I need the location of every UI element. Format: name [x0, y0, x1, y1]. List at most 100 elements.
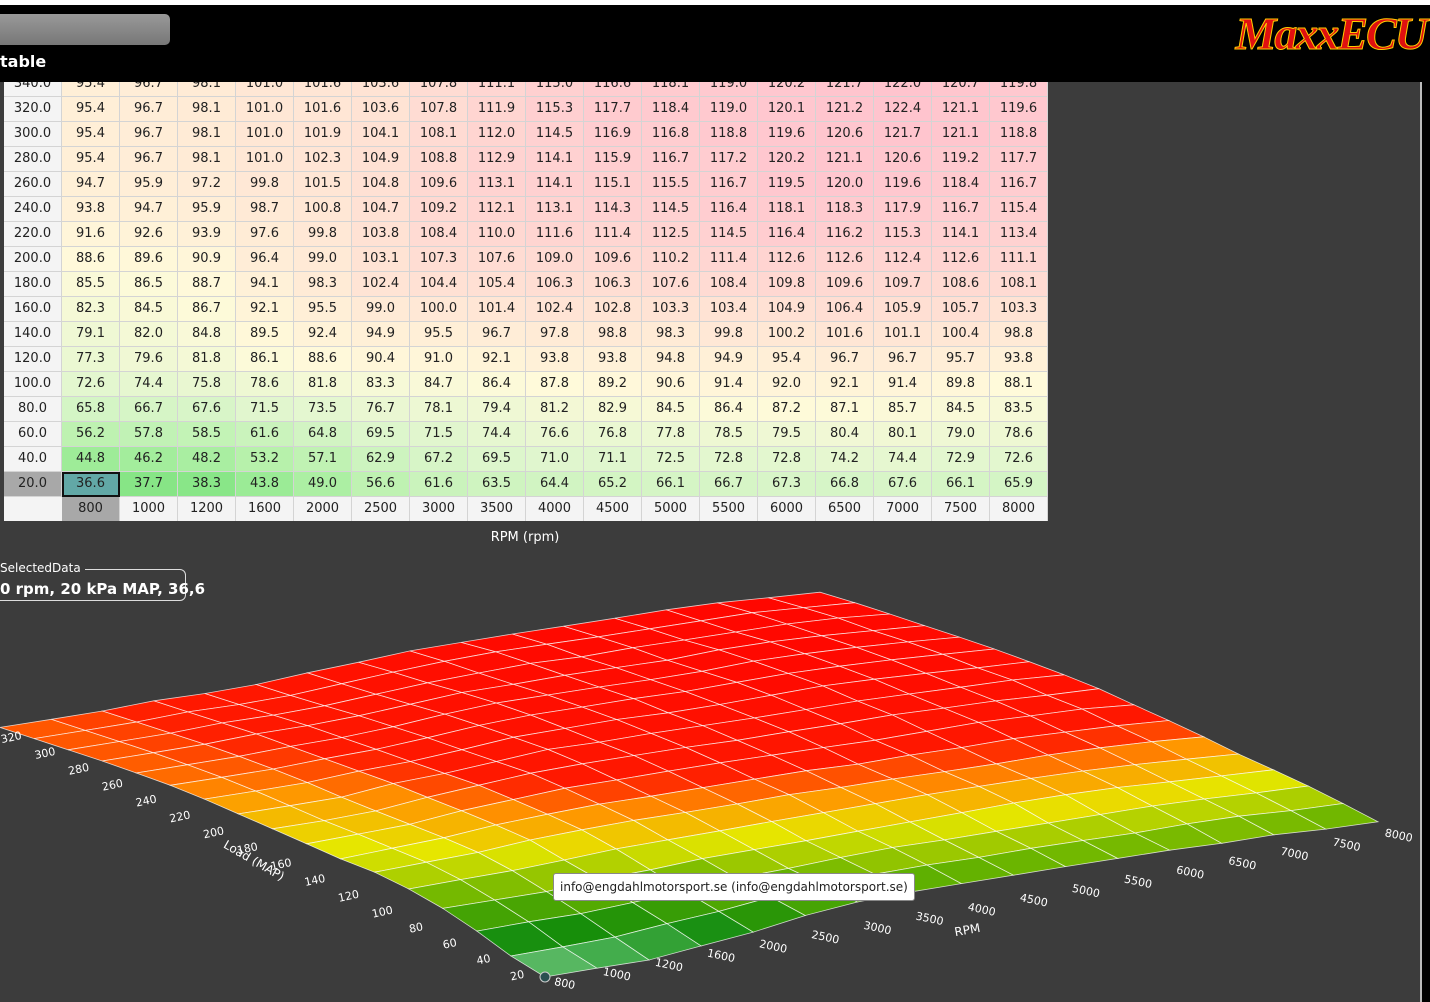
table-cell[interactable]: 78.6 [990, 421, 1048, 447]
table-cell[interactable]: 64.4 [526, 471, 584, 497]
table-cell[interactable]: 112.6 [816, 246, 874, 272]
table-cell[interactable]: 96.7 [120, 121, 178, 147]
table-cell[interactable]: 86.4 [468, 371, 526, 397]
table-cell[interactable]: 90.6 [642, 371, 700, 397]
table-cell[interactable]: 72.5 [642, 446, 700, 472]
table-cell[interactable]: 107.6 [642, 271, 700, 297]
table-cell[interactable]: 91.6 [62, 221, 120, 247]
table-cell[interactable]: 79.0 [932, 421, 990, 447]
table-cell[interactable]: 109.0 [526, 246, 584, 272]
table-cell[interactable]: 116.7 [990, 171, 1048, 197]
table-cell[interactable]: 96.7 [120, 82, 178, 97]
table-cell[interactable]: 72.6 [62, 371, 120, 397]
table-cell[interactable]: 103.4 [700, 296, 758, 322]
table-cell[interactable]: 99.0 [352, 296, 410, 322]
table-cell[interactable]: 121.2 [816, 96, 874, 122]
table-cell[interactable]: 116.7 [642, 146, 700, 172]
table-cell[interactable]: 104.7 [352, 196, 410, 222]
table-cell[interactable]: 120.2 [758, 82, 816, 97]
table-cell[interactable]: 82.3 [62, 296, 120, 322]
table-cell[interactable]: 105.7 [932, 296, 990, 322]
table-cell[interactable]: 107.8 [410, 82, 468, 97]
table-cell[interactable]: 122.0 [874, 82, 932, 97]
table-cell[interactable]: 72.9 [932, 446, 990, 472]
table-cell[interactable]: 46.2 [120, 446, 178, 472]
table-cell[interactable]: 108.1 [410, 121, 468, 147]
table-cell[interactable]: 84.7 [410, 371, 468, 397]
table-cell[interactable]: 109.6 [410, 171, 468, 197]
table-cell[interactable]: 103.3 [990, 296, 1048, 322]
table-cell[interactable]: 101.9 [294, 121, 352, 147]
table-cell[interactable]: 76.7 [352, 396, 410, 422]
table-cell[interactable]: 98.8 [990, 321, 1048, 347]
table-cell[interactable]: 104.4 [410, 271, 468, 297]
table-cell[interactable]: 88.1 [990, 371, 1048, 397]
table-cell[interactable]: 86.1 [236, 346, 294, 372]
table-cell[interactable]: 79.5 [758, 421, 816, 447]
table-cell[interactable]: 113.4 [990, 221, 1048, 247]
table-cell[interactable]: 65.8 [62, 396, 120, 422]
table-cell[interactable]: 113.1 [468, 171, 526, 197]
table-cell[interactable]: 37.7 [120, 471, 178, 497]
table-cell[interactable]: 121.7 [874, 121, 932, 147]
table-cell[interactable]: 99.0 [294, 246, 352, 272]
table-cell[interactable]: 89.8 [932, 371, 990, 397]
table-cell[interactable]: 80.4 [816, 421, 874, 447]
table-cell[interactable]: 106.3 [526, 271, 584, 297]
table-cell[interactable]: 100.2 [758, 321, 816, 347]
table-cell[interactable]: 120.1 [758, 96, 816, 122]
table-cell[interactable]: 101.6 [294, 96, 352, 122]
table-cell[interactable]: 74.2 [816, 446, 874, 472]
table-cell[interactable]: 83.5 [990, 396, 1048, 422]
table-cell[interactable]: 101.4 [468, 296, 526, 322]
table-cell[interactable]: 74.4 [120, 371, 178, 397]
table-cell[interactable]: 92.4 [294, 321, 352, 347]
table-cell[interactable]: 98.1 [178, 82, 236, 97]
table-cell[interactable]: 121.1 [816, 146, 874, 172]
table-cell[interactable]: 66.7 [700, 471, 758, 497]
table-cell[interactable]: 117.9 [874, 196, 932, 222]
table-cell[interactable]: 92.1 [236, 296, 294, 322]
table-cell[interactable]: 76.8 [584, 421, 642, 447]
table-cell[interactable]: 112.4 [874, 246, 932, 272]
table-cell[interactable]: 95.9 [120, 171, 178, 197]
table-cell[interactable]: 93.9 [178, 221, 236, 247]
table-cell[interactable]: 114.1 [526, 146, 584, 172]
table-cell[interactable]: 109.2 [410, 196, 468, 222]
table-cell[interactable]: 101.0 [236, 146, 294, 172]
table-cell[interactable]: 69.5 [352, 421, 410, 447]
table-cell[interactable]: 107.3 [410, 246, 468, 272]
table-cell[interactable]: 102.8 [584, 296, 642, 322]
table-cell[interactable]: 95.4 [62, 146, 120, 172]
table-cell[interactable]: 99.8 [294, 221, 352, 247]
table-cell[interactable]: 71.5 [236, 396, 294, 422]
table-cell[interactable]: 84.5 [642, 396, 700, 422]
table-cell[interactable]: 118.1 [758, 196, 816, 222]
table-cell[interactable]: 95.5 [410, 321, 468, 347]
table-cell[interactable]: 64.8 [294, 421, 352, 447]
table-cell[interactable]: 120.2 [758, 146, 816, 172]
table-cell[interactable]: 116.6 [584, 82, 642, 97]
table-cell[interactable]: 98.1 [178, 96, 236, 122]
table-cell[interactable]: 118.4 [642, 96, 700, 122]
table-cell[interactable]: 106.4 [816, 296, 874, 322]
table-cell[interactable]: 95.4 [62, 96, 120, 122]
table-cell[interactable]: 114.5 [526, 121, 584, 147]
table-cell[interactable]: 101.0 [236, 121, 294, 147]
table-cell[interactable]: 101.1 [874, 321, 932, 347]
table-cell[interactable]: 86.5 [120, 271, 178, 297]
table-cell[interactable]: 120.7 [932, 82, 990, 97]
table-cell[interactable]: 88.6 [294, 346, 352, 372]
table-cell[interactable]: 112.5 [642, 221, 700, 247]
table-cell[interactable]: 109.8 [758, 271, 816, 297]
table-cell[interactable]: 102.4 [526, 296, 584, 322]
table-cell[interactable]: 122.4 [874, 96, 932, 122]
table-cell[interactable]: 104.8 [352, 171, 410, 197]
table-cell[interactable]: 108.4 [700, 271, 758, 297]
table-cell[interactable]: 57.8 [120, 421, 178, 447]
table-cell[interactable]: 97.6 [236, 221, 294, 247]
table-cell[interactable]: 119.6 [758, 121, 816, 147]
table-cell[interactable]: 79.1 [62, 321, 120, 347]
table-cell[interactable]: 117.7 [584, 96, 642, 122]
table-cell[interactable]: 85.5 [62, 271, 120, 297]
